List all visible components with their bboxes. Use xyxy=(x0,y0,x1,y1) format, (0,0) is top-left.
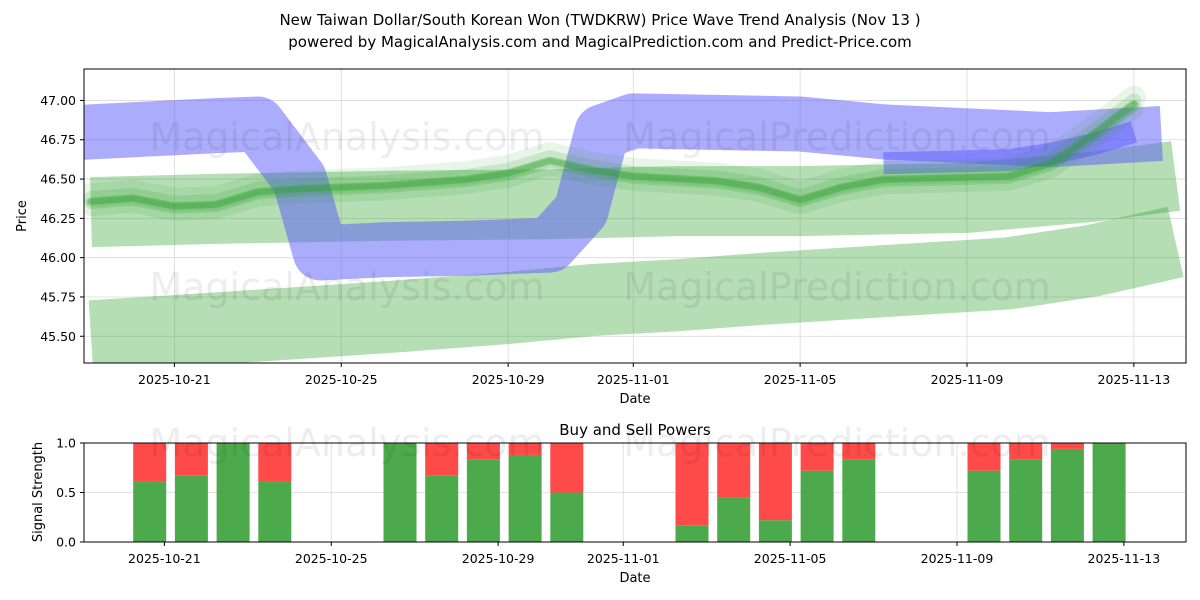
sell-bar xyxy=(1050,443,1084,449)
buy-bar xyxy=(717,497,751,542)
buy-bar xyxy=(758,520,792,542)
bottom-x-axis-label: Date xyxy=(619,571,650,586)
bottom-x-tick-label: 2025-10-29 xyxy=(462,551,535,566)
buy-bar xyxy=(133,481,167,542)
top-y-tick-label: 45.50 xyxy=(40,329,76,344)
top-y-tick-label: 46.25 xyxy=(40,211,76,226)
sell-bar xyxy=(717,443,751,498)
green-center-wave xyxy=(84,93,1141,210)
green-upper-band xyxy=(90,141,1181,248)
top-x-tick-label: 2025-11-09 xyxy=(931,372,1004,387)
top-y-tick-label: 46.50 xyxy=(40,172,76,187)
bottom-y-tick-label: 0.5 xyxy=(56,485,76,500)
wave-layer xyxy=(84,85,1184,363)
bottom-chart-title: Buy and Sell Powers xyxy=(559,421,711,439)
top-y-tick-label: 45.75 xyxy=(40,289,76,304)
bottom-x-tick-label: 2025-10-21 xyxy=(128,551,201,566)
top-y-axis-label: Price xyxy=(15,200,30,232)
sell-bar xyxy=(842,443,876,460)
top-y-tick-label: 47.00 xyxy=(40,93,76,108)
watermark-text: MagicalPrediction.com xyxy=(623,265,1051,309)
green-center-wave xyxy=(84,85,1146,212)
sell-bar xyxy=(967,443,1001,471)
buy-bar xyxy=(800,470,834,542)
watermark-text: MagicalAnalysis.com xyxy=(149,265,544,309)
bottom-x-tick-label: 2025-11-13 xyxy=(1088,551,1161,566)
buy-bar xyxy=(508,454,542,542)
watermark-text: MagicalAnalysis.com xyxy=(149,421,544,465)
bottom-x-tick-label: 2025-11-05 xyxy=(754,551,827,566)
buy-bar xyxy=(383,443,417,542)
top-x-tick-label: 2025-11-13 xyxy=(1098,372,1171,387)
buy-bar xyxy=(1050,448,1084,542)
top-chart-frame xyxy=(83,68,1187,364)
sell-bar xyxy=(508,443,542,455)
watermarks: MagicalAnalysis.com MagicalPrediction.com… xyxy=(149,115,1050,465)
sell-bar xyxy=(133,443,167,482)
buy-bar xyxy=(425,475,459,542)
green-lower-band xyxy=(88,206,1184,363)
buy-bar xyxy=(216,443,250,542)
top-x-axis-label: Date xyxy=(619,392,650,407)
bottom-y-tick-label: 1.0 xyxy=(56,436,76,451)
sell-bar xyxy=(258,443,292,482)
sell-bar xyxy=(1009,443,1043,460)
bottom-x-tick-label: 2025-11-01 xyxy=(587,551,660,566)
sell-bar xyxy=(758,443,792,521)
bottom-x-tick-label: 2025-10-25 xyxy=(295,551,368,566)
bottom-y-tick-label: 0.0 xyxy=(56,535,76,550)
buy-bar xyxy=(1009,459,1043,542)
watermark-text: MagicalPrediction.com xyxy=(623,421,1051,465)
green-center-wave xyxy=(87,100,1138,210)
bottom-x-tick-label: 2025-11-09 xyxy=(921,551,994,566)
blue-short-wave-band xyxy=(883,121,1138,175)
bottom-chart-axes: 2025-10-21 2025-10-25 2025-10-29 2025-11-01… xyxy=(56,436,1160,567)
sell-bar xyxy=(174,443,208,476)
buy-bar xyxy=(967,470,1001,542)
buy-bar xyxy=(466,459,500,542)
chart-title-line2: powered by MagicalAnalysis.com and Magic… xyxy=(288,33,912,51)
top-y-tick-label: 46.75 xyxy=(40,132,76,147)
sell-bar xyxy=(800,443,834,471)
top-x-tick-label: 2025-10-21 xyxy=(138,372,211,387)
green-center-wave xyxy=(84,100,1143,221)
top-x-tick-label: 2025-10-29 xyxy=(472,372,545,387)
blue-wave-band xyxy=(84,93,1163,281)
sell-bar xyxy=(425,443,459,476)
top-chart-bands xyxy=(84,85,1184,363)
chart-title-line1: New Taiwan Dollar/South Korean Won (TWDK… xyxy=(279,11,920,29)
watermark-text: MagicalPrediction.com xyxy=(623,115,1051,159)
top-chart-axes: 2025-10-21 2025-10-25 2025-10-29 2025-11-01… xyxy=(40,93,1170,387)
buy-bar xyxy=(1092,443,1126,542)
buy-bar xyxy=(258,481,292,542)
buy-bar xyxy=(675,525,709,542)
green-center-wave xyxy=(86,101,1139,214)
buy-bar xyxy=(842,459,876,542)
sell-bar xyxy=(466,443,500,460)
sell-bar xyxy=(675,443,709,526)
watermark-text: MagicalAnalysis.com xyxy=(149,115,544,159)
top-y-tick-label: 46.00 xyxy=(40,250,76,265)
bottom-chart-bars xyxy=(133,443,1126,542)
top-x-tick-label: 2025-11-01 xyxy=(597,372,670,387)
buy-bar xyxy=(550,492,584,542)
sell-bar xyxy=(550,443,584,493)
buy-bar xyxy=(174,475,208,542)
bottom-y-axis-label: Signal Strength xyxy=(31,442,46,542)
top-x-tick-label: 2025-11-05 xyxy=(764,372,837,387)
top-x-tick-label: 2025-10-25 xyxy=(305,372,378,387)
